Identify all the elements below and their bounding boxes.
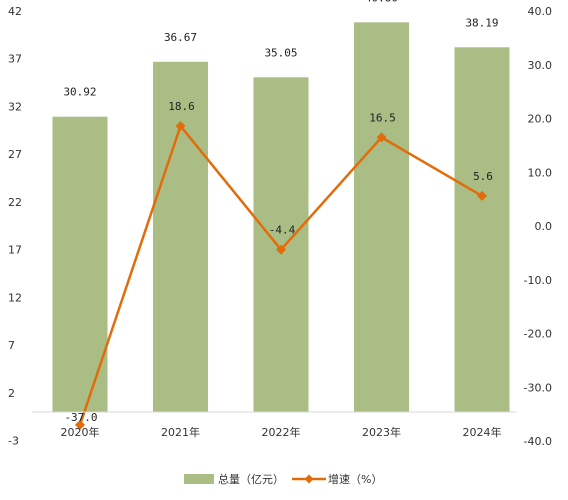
right-tick-label: 10.0	[528, 166, 553, 179]
legend-label-line: 增速（%）	[328, 472, 382, 486]
left-tick-label: 37	[8, 53, 22, 66]
bar	[153, 61, 208, 412]
legend: 总量（亿元） 增速（%）	[184, 472, 382, 486]
left-tick-label: 7	[8, 339, 15, 352]
legend-marker-diamond	[304, 474, 314, 484]
line-data-label: 18.6	[168, 100, 195, 113]
legend-swatch-bar	[184, 474, 214, 484]
bar-data-label: 30.92	[63, 86, 96, 99]
right-tick-label: 20.0	[528, 113, 553, 126]
left-tick-label: 27	[8, 148, 22, 161]
x-tick-label: 2020年	[61, 425, 100, 439]
right-axis: -40.0 -30.0 -20.0 -10.0 0.0 10.0 20.0 30.0 40.0	[524, 5, 552, 448]
right-tick-label: -20.0	[524, 328, 552, 341]
right-tick-label: 30.0	[528, 59, 553, 72]
left-tick-label: 32	[8, 100, 22, 113]
line-marker	[376, 132, 387, 143]
line-data-label: -37.0	[64, 411, 97, 424]
left-tick-label: 17	[8, 244, 22, 257]
right-tick-label: 40.0	[528, 5, 553, 18]
right-tick-label: -40.0	[524, 435, 552, 448]
x-tick-label: 2021年	[161, 425, 200, 439]
line-marker	[477, 190, 487, 201]
line-marker	[175, 121, 186, 132]
line-data-label: -4.4	[269, 224, 296, 237]
x-tick-label: 2024年	[463, 425, 502, 439]
bar-data-label: 40.80	[365, 0, 398, 4]
line-data-labels: -37.0 18.6 -4.4 16.5 5.6	[64, 100, 493, 424]
bar-series	[52, 22, 510, 413]
line-data-label: 5.6	[473, 170, 493, 183]
line-marker	[75, 419, 85, 430]
left-tick-label: 12	[8, 291, 22, 304]
left-tick-label: 22	[8, 196, 22, 209]
right-tick-label: -10.0	[524, 274, 552, 287]
bar-data-label: 36.67	[164, 31, 197, 44]
left-tick-label: -3	[8, 435, 19, 448]
bar-data-label: 38.19	[465, 16, 498, 29]
right-tick-label: -30.0	[524, 381, 552, 394]
bar-data-label: 35.05	[264, 46, 297, 59]
bar	[354, 22, 409, 413]
left-tick-label: 2	[8, 387, 15, 400]
line-data-label: 16.5	[369, 111, 396, 124]
x-axis: 2020年 2021年 2022年 2023年 2024年	[32, 411, 516, 439]
right-tick-label: 0.0	[535, 220, 553, 233]
legend-label-bar: 总量（亿元）	[218, 472, 284, 486]
left-tick-label: 42	[8, 5, 22, 18]
bar	[52, 116, 108, 413]
line-marker	[276, 244, 286, 255]
bar	[253, 77, 309, 413]
bar	[454, 47, 510, 413]
bar-data-labels: 30.92 36.67 35.05 40.80 38.19	[63, 0, 498, 99]
x-tick-label: 2023年	[362, 425, 401, 439]
line-series	[75, 121, 487, 430]
x-tick-label: 2022年	[262, 425, 301, 439]
